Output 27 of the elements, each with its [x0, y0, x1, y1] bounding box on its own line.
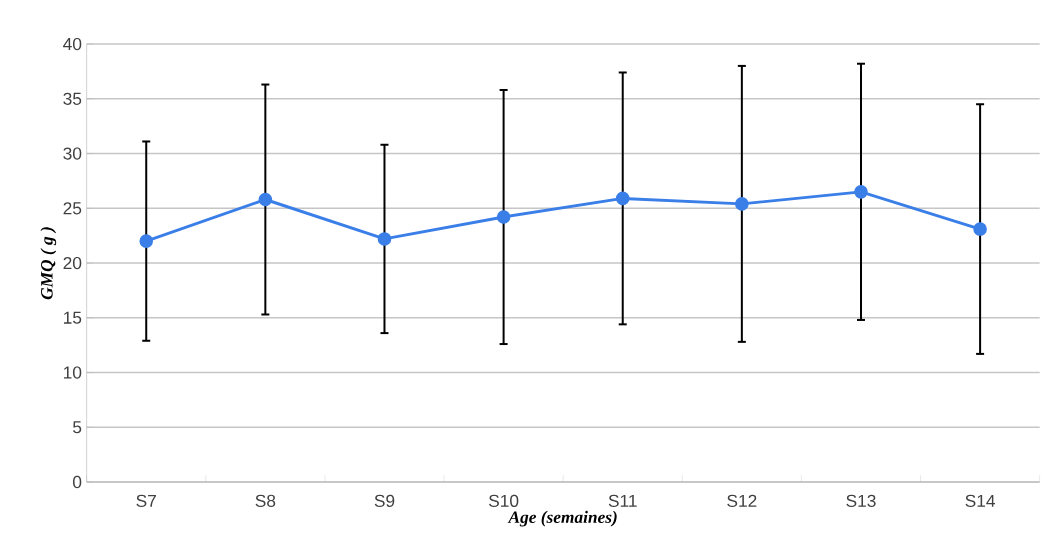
- x-tick-label: S9: [374, 494, 395, 507]
- point: [139, 234, 154, 248]
- x-tick-label: S7: [136, 494, 156, 507]
- y-tick-label: 20: [63, 256, 82, 270]
- point: [496, 210, 511, 224]
- y-tick-label: 15: [63, 311, 82, 324]
- x-tick-label: S14: [965, 494, 996, 507]
- x-tick-label: S8: [255, 494, 276, 507]
- x-tick-label: S12: [727, 494, 757, 507]
- y-tick-label: 10: [63, 366, 82, 379]
- y-tick-label: 30: [63, 147, 82, 160]
- y-tick-label: 25: [63, 202, 82, 215]
- point: [258, 192, 273, 207]
- x-tick-label: S11: [608, 494, 637, 507]
- point: [615, 191, 630, 206]
- x-tick-label: S10: [488, 494, 519, 507]
- y-axis-title: GMQ ( g ): [40, 227, 57, 300]
- point: [735, 197, 749, 211]
- x-tick-label: S13: [846, 494, 876, 507]
- y-tick-label: 0: [72, 475, 82, 489]
- y-tick-label: 40: [63, 37, 82, 51]
- point: [377, 232, 392, 246]
- x-axis-title: Age (semaines): [507, 510, 617, 527]
- point: [854, 185, 868, 199]
- point: [973, 222, 987, 236]
- y-tick-label: 5: [73, 421, 82, 434]
- y-tick-label: 35: [63, 92, 82, 105]
